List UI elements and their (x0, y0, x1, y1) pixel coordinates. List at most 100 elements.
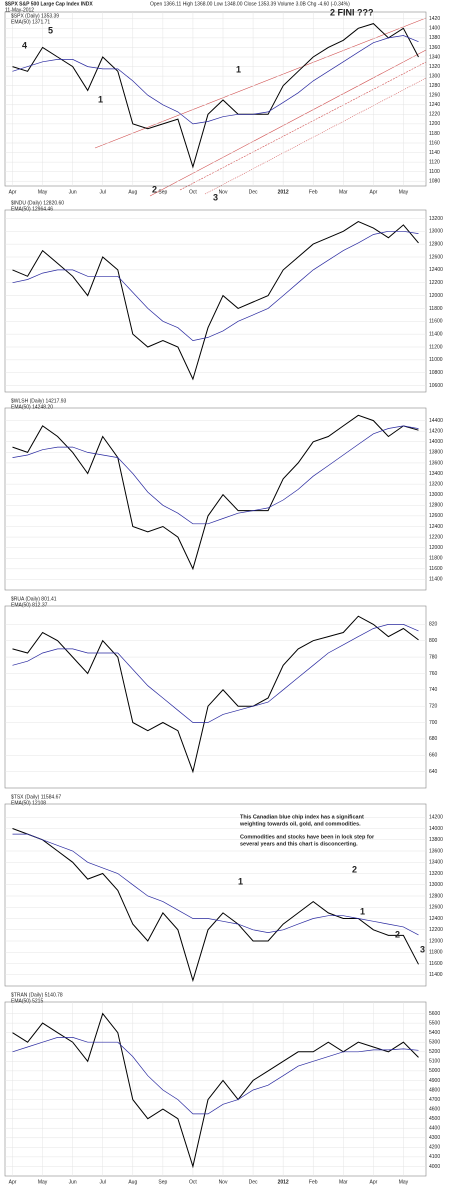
y-tick-label: 1180 (429, 131, 440, 137)
ema-line (12, 1037, 419, 1115)
y-tick-label: 1160 (429, 140, 440, 146)
panel-frame (4, 11, 427, 187)
legend-entry: $WLSH (Daily) 14217.93 (11, 398, 67, 404)
annotation: 2 (352, 864, 357, 874)
y-tick-label: 1260 (429, 93, 440, 99)
y-tick-label: 4900 (429, 1078, 440, 1084)
y-tick-label: 11600 (429, 961, 443, 967)
annotation: 2 (152, 184, 157, 194)
ema-line (12, 833, 419, 936)
y-tick-label: 5300 (429, 1040, 440, 1046)
ema-line (12, 230, 419, 341)
y-tick-label: 12600 (429, 513, 443, 519)
y-tick-label: 14400 (429, 418, 443, 424)
price-line (12, 221, 419, 381)
y-tick-label: 640 (429, 769, 438, 775)
y-tick-label: 1100 (429, 169, 440, 175)
y-tick-label: 12600 (429, 254, 443, 260)
y-tick-label: 1360 (429, 45, 440, 51)
legend-entry: EMA(50) 12108 (11, 800, 46, 806)
legend-entry: EMA(50) 5215 (11, 998, 43, 1004)
x-tick-label: Jul (100, 189, 106, 195)
y-tick-label: 13400 (429, 471, 443, 477)
y-tick-label: 11800 (429, 950, 443, 956)
ema-line (12, 425, 419, 525)
chart-date: 11-May-2012 (5, 7, 34, 13)
legend-entry: EMA(50) 12964.46 (11, 206, 53, 212)
x-tick-label: May (38, 1179, 48, 1185)
x-tick-label: 2012 (278, 1179, 289, 1185)
y-tick-label: 12200 (429, 927, 443, 933)
annotation: 3 (420, 944, 425, 954)
x-tick-label: May (399, 189, 409, 195)
panel-frame (4, 803, 427, 987)
annotation: 2 FINI ??? (330, 7, 374, 17)
y-tick-label: 11800 (429, 556, 443, 562)
price-line (12, 615, 419, 774)
legend-entry: $TRAN (Daily) 5140.78 (11, 992, 63, 998)
x-tick-label: Mar (339, 189, 348, 195)
panel-frame (4, 605, 427, 789)
y-tick-label: 13000 (429, 229, 443, 235)
y-tick-label: 1280 (429, 83, 440, 89)
y-tick-label: 11600 (429, 319, 443, 325)
annotation: 1 (98, 94, 103, 104)
x-tick-label: Dec (249, 189, 258, 195)
x-tick-label: Oct (189, 1179, 197, 1185)
y-tick-label: 4400 (429, 1126, 440, 1132)
y-tick-label: 4700 (429, 1097, 440, 1103)
x-tick-label: Apr (9, 1179, 17, 1185)
y-tick-label: 4800 (429, 1087, 440, 1093)
price-line (12, 414, 419, 571)
y-tick-label: 11200 (429, 344, 443, 350)
y-tick-label: 14200 (429, 429, 443, 435)
y-tick-label: 5500 (429, 1020, 440, 1026)
legend-entry: $INDU (Daily) 12820.60 (11, 200, 64, 206)
y-tick-label: 12800 (429, 893, 443, 899)
panel-frame (4, 209, 427, 393)
y-tick-label: 12400 (429, 267, 443, 273)
x-tick-label: Apr (9, 189, 17, 195)
y-tick-label: 11800 (429, 306, 443, 312)
x-tick-label: Nov (219, 1179, 228, 1185)
x-tick-label: Aug (128, 189, 137, 195)
y-tick-label: 13200 (429, 216, 443, 222)
legend-entry: EMA(50) 1371.71 (11, 19, 50, 25)
y-tick-label: 5100 (429, 1059, 440, 1065)
y-tick-label: 13200 (429, 481, 443, 487)
x-tick-label: Mar (339, 1179, 348, 1185)
y-tick-label: 12800 (429, 503, 443, 509)
y-tick-label: 13800 (429, 837, 443, 843)
panel-frame (4, 407, 427, 591)
x-tick-label: May (399, 1179, 409, 1185)
quote: Open 1366.11 High 1368.00 Low 1348.00 Cl… (150, 1, 350, 7)
price-line (12, 1012, 419, 1169)
x-tick-label: Jun (69, 1179, 77, 1185)
y-tick-label: 1340 (429, 54, 440, 60)
annotation: 1 (236, 64, 241, 74)
annotation: 1 (238, 876, 243, 886)
y-tick-label: 10600 (429, 383, 443, 389)
x-tick-label: Jun (69, 189, 77, 195)
y-tick-label: 11000 (429, 357, 443, 363)
y-tick-label: 12400 (429, 524, 443, 530)
y-tick-label: 11400 (429, 331, 443, 337)
y-tick-label: 14000 (429, 439, 443, 445)
price-line (12, 828, 419, 983)
legend-entry: EMA(50) 14248.20 (11, 404, 53, 410)
y-tick-label: 12000 (429, 545, 443, 551)
y-tick-label: 1140 (429, 150, 440, 156)
x-tick-label: Feb (309, 189, 318, 195)
annotation: 1 (360, 906, 365, 916)
chart-title: $SPX S&P 500 Large Cap Index INDX (5, 1, 93, 7)
y-tick-label: 13400 (429, 860, 443, 866)
y-tick-label: 11400 (429, 577, 443, 583)
y-tick-label: 10800 (429, 370, 443, 376)
x-tick-label: Apr (369, 189, 377, 195)
y-tick-label: 660 (429, 753, 438, 759)
y-tick-label: 14200 (429, 815, 443, 821)
ema-line (12, 624, 419, 723)
y-tick-label: 680 (429, 736, 438, 742)
y-tick-label: 13600 (429, 460, 443, 466)
